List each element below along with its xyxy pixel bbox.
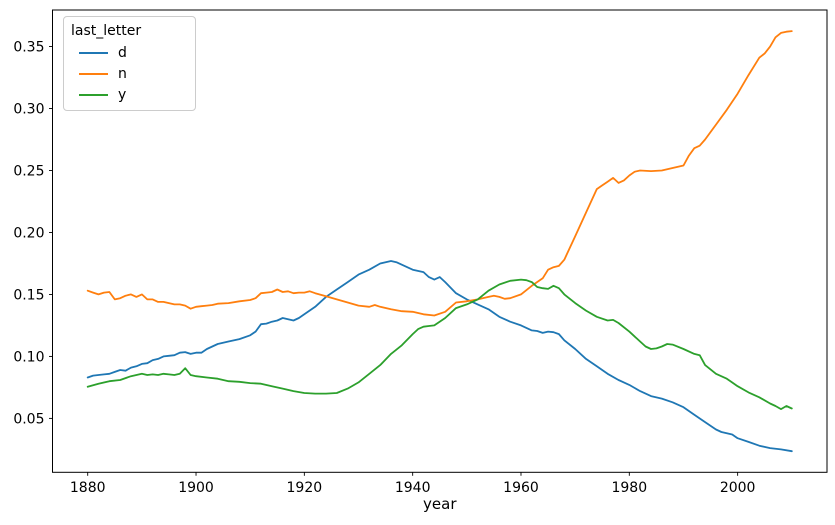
x-tick-label: 1940 — [395, 480, 431, 496]
y-tick-label: 0.15 — [13, 287, 44, 303]
y-tick-label: 0.35 — [13, 40, 44, 56]
legend-entry-d: d — [70, 42, 189, 63]
legend-label: y — [118, 86, 127, 103]
x-tick-label: 2000 — [720, 480, 756, 496]
x-tick-label: 1920 — [287, 480, 323, 496]
legend-line-sample-y — [79, 93, 108, 96]
line-series-y — [86, 278, 793, 411]
legend-label: n — [118, 65, 127, 82]
legend-label: d — [118, 44, 127, 61]
legend-title: last_letter — [71, 23, 142, 39]
y-tick-label: 0.20 — [13, 225, 44, 241]
x-tick-label: 1960 — [503, 480, 539, 496]
x-axis-label: year — [423, 495, 457, 513]
line-series-n — [86, 30, 793, 317]
x-tick-label: 1880 — [70, 480, 106, 496]
x-tick-label: 1900 — [178, 480, 214, 496]
y-tick-label: 0.05 — [13, 411, 44, 427]
legend-entry-n: n — [70, 63, 189, 84]
legend-line-sample-n — [79, 72, 108, 75]
line-series-d — [86, 260, 793, 453]
x-tick-label: 1980 — [611, 480, 647, 496]
plot-border — [52, 9, 828, 473]
y-tick-label: 0.30 — [13, 102, 44, 118]
legend-line-sample-d — [79, 51, 108, 54]
legend-entry-y: y — [70, 84, 189, 105]
y-tick-label: 0.25 — [13, 164, 44, 180]
y-tick-label: 0.10 — [13, 349, 44, 365]
